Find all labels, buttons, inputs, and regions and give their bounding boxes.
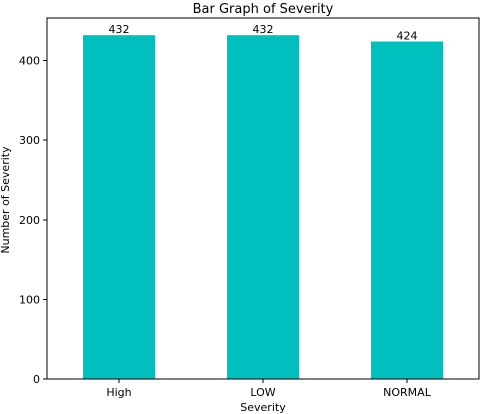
bars-group (83, 35, 443, 380)
bar-high (83, 35, 155, 379)
x-tick-label-normal: NORMAL (383, 386, 432, 399)
bar-normal (371, 41, 443, 380)
data-label-normal: 424 (397, 30, 418, 43)
y-tick-label: 400 (19, 55, 40, 68)
y-tick-label: 100 (19, 293, 40, 306)
axes-frame (46, 17, 480, 380)
y-axis: 0 100 200 300 400 (19, 55, 47, 386)
y-tick-label: 200 (19, 214, 40, 227)
y-tick-label: 300 (19, 134, 40, 147)
x-axis-title: Severity (240, 401, 286, 414)
x-tick-label-high: High (106, 386, 131, 399)
data-label-low: 432 (253, 23, 274, 36)
chart-title: Bar Graph of Severity (193, 2, 334, 17)
bar-low (227, 35, 299, 379)
data-label-high: 432 (109, 23, 130, 36)
x-axis: High LOW NORMAL (106, 379, 432, 399)
x-tick-label-low: LOW (250, 386, 275, 399)
y-tick-label: 0 (33, 373, 40, 386)
data-labels-group: 432 432 424 (109, 23, 418, 42)
y-axis-title: Number of Severity (0, 146, 12, 254)
